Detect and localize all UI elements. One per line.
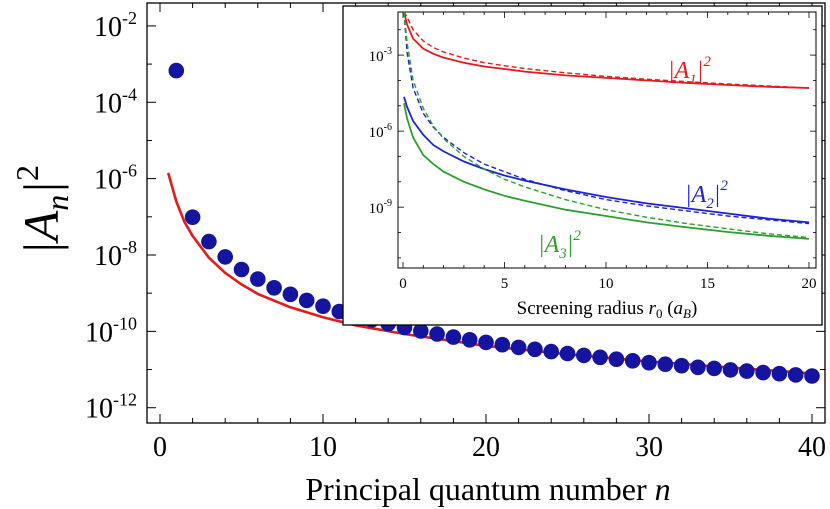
inset-x-tick-label: 15 — [700, 276, 715, 292]
inset-y-tick-label: 10-6 — [369, 122, 392, 141]
data-point — [527, 341, 543, 358]
main-y-tick-label: 10-6 — [94, 161, 137, 196]
main-x-tick-labels: 0 10 20 30 40 — [153, 432, 826, 463]
data-point — [429, 326, 445, 342]
inset-curve-A3-dashed — [403, 11, 810, 239]
data-point — [624, 353, 641, 369]
inset-curve-A1-dashed — [403, 11, 810, 89]
inset-x-tick-label: 10 — [599, 276, 614, 292]
data-point — [690, 359, 706, 376]
inset-x-tick-label: 20 — [802, 276, 817, 292]
main-data-points — [168, 62, 820, 384]
data-point — [233, 261, 250, 278]
inset-curve-A2-solid — [403, 96, 810, 224]
data-point — [787, 367, 804, 383]
data-point — [413, 323, 429, 339]
data-point — [722, 362, 739, 378]
inset-label-A3: |A3|2 — [538, 228, 581, 262]
inset-label-A2: |A2|2 — [685, 178, 728, 212]
data-point — [478, 334, 494, 351]
data-point — [804, 368, 820, 384]
main-x-axis-label: Principal quantum number n — [305, 471, 670, 507]
data-point — [608, 351, 625, 368]
data-point — [657, 356, 674, 373]
main-y-tick-label: 10-10 — [85, 313, 137, 348]
data-point — [266, 280, 282, 296]
main-y-tick-label: 10-12 — [85, 390, 137, 425]
inset-background — [342, 5, 823, 326]
data-point — [543, 343, 559, 360]
inset-x-axis-label: Screening radius r0 (aB) — [517, 298, 698, 321]
inset-y-tick-label: 10-3 — [369, 46, 392, 65]
inset-y-tick-label: 10-9 — [369, 198, 392, 217]
data-point — [494, 336, 511, 353]
inset-plot-frame — [397, 11, 817, 269]
inset-axis-ticks — [398, 12, 816, 268]
data-point — [315, 298, 331, 315]
inset-x-tick-labels: 0 5 10 15 20 — [399, 276, 816, 292]
data-point — [559, 345, 576, 362]
main-x-tick-label: 20 — [472, 432, 500, 463]
inset-label-A1: |A1|2 — [668, 54, 711, 88]
main-y-tick-labels: 10-2 10-4 10-6 10-8 10-10 10-12 — [85, 8, 137, 425]
data-point — [217, 249, 233, 265]
main-y-axis-label: |An|2 — [9, 165, 75, 255]
data-point — [201, 233, 217, 250]
data-point — [576, 347, 592, 364]
inset-x-tick-label: 5 — [501, 276, 509, 292]
main-x-tick-label: 40 — [798, 432, 826, 463]
main-x-tick-label: 10 — [309, 432, 337, 463]
data-point — [168, 62, 185, 79]
data-point — [184, 209, 201, 225]
inset-x-tick-label: 0 — [399, 276, 407, 292]
data-point — [510, 339, 527, 356]
data-point — [445, 329, 462, 345]
inset-curve-A3-solid — [403, 103, 810, 240]
data-point — [298, 292, 315, 309]
data-point — [739, 363, 755, 379]
main-y-tick-label: 10-4 — [94, 84, 137, 119]
data-point — [771, 365, 788, 382]
main-x-tick-label: 30 — [635, 432, 663, 463]
data-point — [641, 354, 657, 371]
main-x-tick-label: 0 — [153, 432, 167, 463]
data-point — [282, 286, 299, 303]
inset-y-tick-labels: 10-3 10-6 10-9 — [369, 46, 392, 217]
data-point — [592, 349, 608, 366]
data-point — [755, 364, 771, 381]
main-y-tick-label: 10-2 — [94, 8, 137, 43]
inset-curve-A1-solid — [403, 11, 810, 89]
inset-curves — [403, 11, 810, 240]
data-point — [706, 360, 722, 377]
data-point — [673, 357, 690, 374]
data-point — [461, 332, 478, 348]
main-y-tick-label: 10-8 — [94, 237, 137, 272]
data-point — [249, 271, 266, 287]
